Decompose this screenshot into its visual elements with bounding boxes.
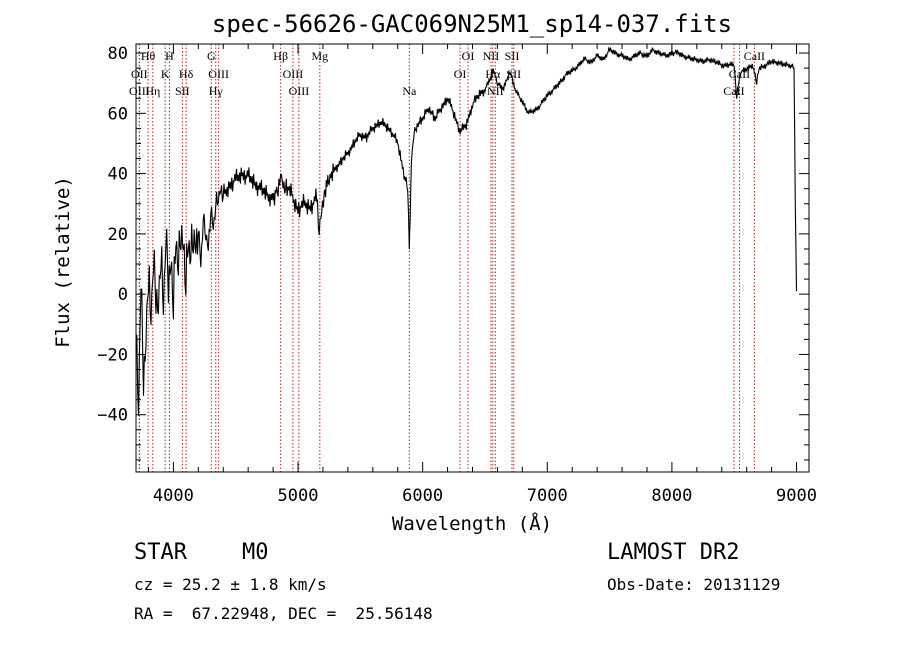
marker-label-15: Na [402, 84, 417, 98]
marker-label-23: CaII [723, 84, 744, 98]
y-tick-label-5: 60 [108, 104, 128, 124]
y-axis-label: Flux (relative) [52, 176, 74, 348]
object-class: STAR [134, 540, 187, 565]
y-tick-label-4: 40 [108, 165, 128, 185]
y-tick-label-6: 80 [108, 44, 128, 64]
marker-label-20: NII [487, 84, 504, 98]
x-tick-label-4: 8000 [651, 486, 692, 506]
marker-label-22: SII [506, 67, 521, 81]
x-tick-label-5: 9000 [776, 486, 817, 506]
marker-label-6: Hδ [179, 67, 194, 81]
x-axis-label: Wavelength (Å) [392, 512, 552, 535]
coordinates: RA = 67.22948, DEC = 25.56148 [134, 604, 433, 623]
x-tick-label-0: 4000 [153, 486, 194, 506]
marker-label-16: OI [454, 67, 467, 81]
marker-label-10: Hγ [209, 84, 224, 98]
marker-label-8: G [207, 49, 216, 63]
spectrum-line [135, 46, 798, 416]
marker-label-18: NII [483, 49, 500, 63]
marker-label-0: Hθ [141, 49, 156, 63]
marker-label-12: OIII [283, 67, 304, 81]
y-tick-label-1: −20 [97, 345, 128, 365]
marker-label-17: OI [462, 49, 475, 63]
marker-label-3: Hη [145, 84, 160, 98]
x-tick-label-3: 7000 [527, 486, 568, 506]
velocity: cz = 25.2 ± 1.8 km/s [134, 575, 327, 594]
x-tick-label-1: 5000 [278, 486, 319, 506]
marker-label-9: OIII [208, 67, 229, 81]
obs-date: Obs-Date: 20131129 [607, 575, 781, 594]
marker-label-5: H [165, 49, 174, 63]
marker-label-1: OII [131, 67, 148, 81]
marker-label-19: Hα [485, 67, 501, 81]
survey-name: LAMOST DR2 [607, 540, 740, 565]
y-tick-label-3: 20 [108, 225, 128, 245]
marker-label-14: Mg [311, 49, 328, 63]
subclass: M0 [242, 540, 269, 565]
marker-label-11: Hβ [273, 49, 288, 63]
chart-title: spec-56626-GAC069N25M1_sp14-037.fits [212, 10, 732, 38]
x-tick-label-2: 6000 [402, 486, 443, 506]
marker-label-21: SII [505, 49, 520, 63]
marker-label-4: K [161, 67, 170, 81]
marker-label-25: CaII [744, 49, 765, 63]
plot-area: HθOIIOIIIHηKHHδSIIGOIIIHγHβOIIIOIIIMgNaO… [97, 43, 817, 506]
marker-label-13: OIII [289, 84, 310, 98]
y-tick-label-0: −40 [97, 406, 128, 426]
y-tick-label-2: 0 [118, 285, 128, 305]
marker-label-7: SII [175, 84, 190, 98]
marker-label-2: OIII [129, 84, 150, 98]
